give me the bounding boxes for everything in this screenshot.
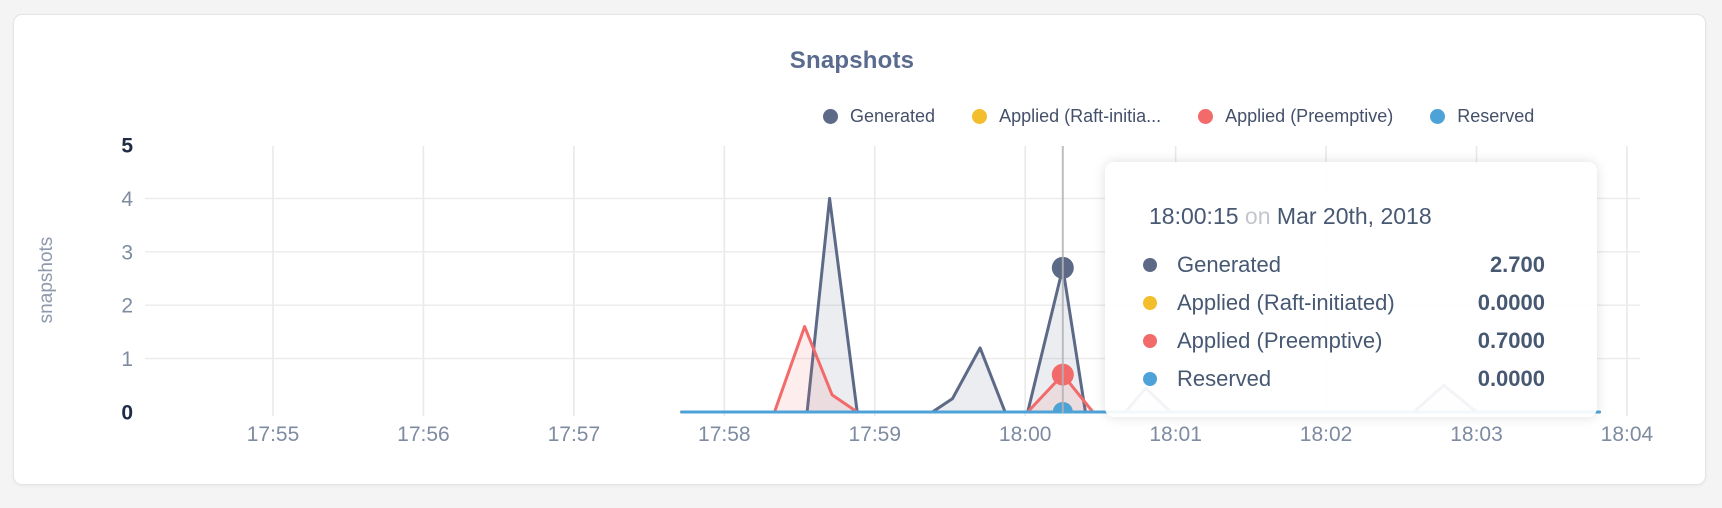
legend-dot-icon — [1430, 109, 1446, 124]
tooltip-series-value: 0.0000 — [1477, 290, 1545, 315]
legend-dot-icon — [1198, 109, 1214, 124]
legend-item-generated[interactable]: Generated — [823, 106, 935, 127]
x-axis-tick-label: 17:55 — [247, 423, 300, 446]
tooltip-series-label: Generated — [1177, 252, 1281, 277]
tooltip-row-generated: Generated 2.700 — [1143, 246, 1545, 284]
tooltip-row-applied-preemptive-: Applied (Preemptive) 0.7000 — [1143, 322, 1545, 360]
chart-hover-tooltip: 18:00:15 on Mar 20th, 2018 Generated 2.70… — [1105, 162, 1597, 417]
legend-item-label: Applied (Preemptive) — [1225, 106, 1394, 126]
tooltip-series-label: Applied (Raft-initiated) — [1177, 290, 1395, 315]
legend-dot-icon — [972, 109, 988, 124]
y-axis-tick-label: 2 — [121, 295, 133, 318]
tooltip-series-value: 2.700 — [1489, 252, 1545, 277]
x-axis-tick-label: 17:58 — [698, 423, 751, 446]
y-axis-tick-label: 0 — [121, 402, 133, 425]
tooltip-series-dot-icon — [1143, 372, 1157, 386]
chart-title: Snapshots — [789, 47, 915, 74]
legend-dot-icon — [823, 109, 838, 124]
x-axis-tick-label: 17:57 — [548, 423, 601, 446]
legend-item-label: Generated — [850, 106, 936, 126]
tooltip-series-value: 0.0000 — [1477, 366, 1545, 391]
tooltip-time: 18:00:15 — [1149, 203, 1239, 229]
tooltip-on-word: on — [1244, 203, 1271, 229]
x-axis-tick-label: 17:56 — [397, 423, 450, 446]
tooltip-series-dot-icon — [1143, 296, 1157, 310]
x-axis-tick-label: 18:00 — [999, 423, 1052, 446]
legend-item-applied-preemptive-[interactable]: Applied (Preemptive) — [1198, 106, 1393, 127]
tooltip-series-dot-icon — [1143, 258, 1157, 272]
x-axis-tick-label: 17:59 — [848, 423, 901, 446]
legend-item-label: Reserved — [1457, 106, 1535, 126]
y-axis-title: snapshots — [36, 237, 57, 324]
tooltip-date: Mar 20th, 2018 — [1276, 203, 1432, 229]
y-axis-tick-label: 4 — [121, 188, 133, 211]
tooltip-row-applied-raft-initiated-: Applied (Raft-initiated) 0.0000 — [1143, 284, 1545, 322]
tooltip-series-dot-icon — [1143, 334, 1157, 348]
x-axis-tick-label: 18:04 — [1601, 423, 1654, 446]
y-axis-tick-label: 3 — [121, 241, 133, 264]
y-axis-tick-label: 5 — [121, 135, 133, 158]
y-axis-tick-label: 1 — [121, 348, 133, 371]
x-axis-tick-label: 18:03 — [1450, 423, 1503, 446]
x-axis-tick-label: 18:02 — [1300, 423, 1353, 446]
legend-item-label: Applied (Raft-initia... — [999, 106, 1162, 126]
tooltip-row-reserved: Reserved 0.0000 — [1143, 360, 1545, 398]
tooltip-series-value: 0.7000 — [1477, 328, 1545, 353]
legend-item-reserved[interactable]: Reserved — [1430, 106, 1534, 127]
tooltip-header: 18:00:15 on Mar 20th, 2018 — [1149, 203, 1545, 230]
chart-legend: Generated Applied (Raft-initia... Applied … — [823, 106, 1534, 127]
x-axis-tick-label: 18:01 — [1149, 423, 1202, 446]
legend-item-applied-raft-initia-[interactable]: Applied (Raft-initia... — [972, 106, 1161, 127]
tooltip-series-label: Applied (Preemptive) — [1177, 328, 1383, 353]
tooltip-series-label: Reserved — [1177, 366, 1272, 391]
